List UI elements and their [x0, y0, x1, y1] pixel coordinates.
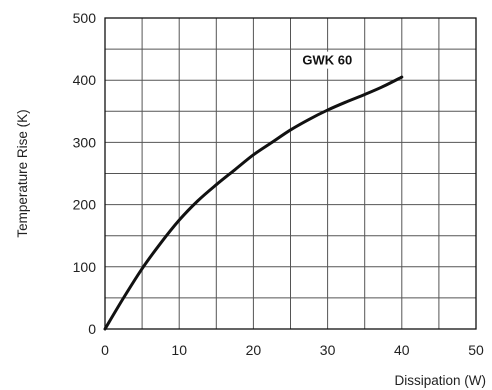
x-tick-label: 30: [320, 342, 336, 358]
x-axis-label: Dissipation (W): [394, 373, 486, 388]
y-tick-label: 200: [73, 197, 97, 213]
x-tick-label: 10: [171, 342, 187, 358]
y-tick-label: 100: [73, 259, 97, 275]
grid-lines: [105, 18, 476, 329]
y-tick-label: 0: [88, 321, 96, 337]
series-label-background: [299, 51, 356, 69]
y-axis-label: Temperature Rise (K): [15, 109, 30, 237]
x-tick-label: 0: [101, 342, 109, 358]
y-tick-label: 500: [73, 10, 97, 26]
y-tick-label: 400: [73, 72, 97, 88]
y-tick-label: 300: [73, 134, 97, 150]
y-tick-labels: 0 100 200 300 400 500: [73, 10, 97, 337]
x-tick-label: 40: [394, 342, 410, 358]
x-tick-labels: 0 10 20 30 40 50: [101, 342, 484, 358]
series-label-gwk-60: GWK 60: [302, 53, 352, 68]
x-tick-label: 50: [468, 342, 484, 358]
series-line-gwk-60: [103, 75, 404, 331]
plot-frame: [104, 17, 477, 330]
x-tick-label: 20: [246, 342, 262, 358]
